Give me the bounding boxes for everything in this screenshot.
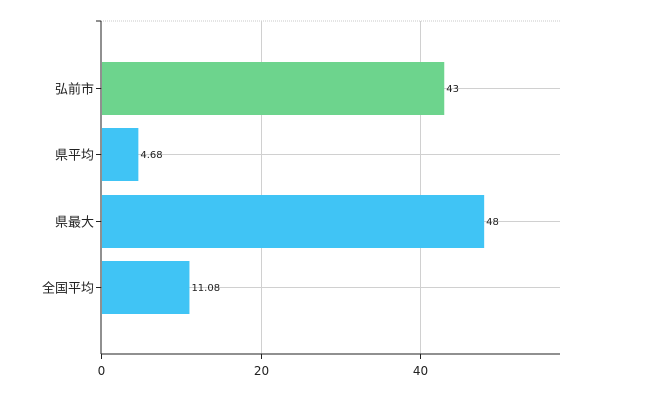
x-tick-label: 0 — [98, 364, 106, 378]
bars — [102, 62, 485, 314]
bar — [102, 62, 445, 115]
bar — [102, 128, 139, 181]
bar — [102, 195, 485, 248]
axes — [96, 20, 560, 355]
bar-data-label: 43 — [446, 84, 459, 95]
bar-data-label: 4.68 — [140, 150, 162, 161]
category-label: 県最大 — [55, 216, 94, 231]
bar-data-label: 11.08 — [191, 283, 220, 294]
category-label: 全国平均 — [42, 281, 94, 297]
labels: 0 20 40 43 弘前市 4.68 県平均 48 県最大 11.08 全国平均 — [42, 82, 499, 379]
category-label: 弘前市 — [55, 82, 94, 98]
x-tick-label: 40 — [413, 364, 428, 378]
x-tick-label: 20 — [254, 364, 269, 378]
bar — [102, 261, 190, 314]
category-label: 県平均 — [55, 149, 94, 164]
bar-data-label: 48 — [486, 217, 499, 228]
